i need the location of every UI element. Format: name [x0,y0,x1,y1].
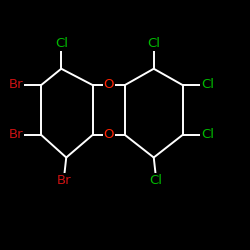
Text: Br: Br [56,174,71,186]
Text: O: O [104,128,114,141]
Text: O: O [104,78,114,92]
Text: Cl: Cl [147,37,160,50]
Text: Cl: Cl [150,174,163,186]
Text: Br: Br [9,78,24,92]
Text: Cl: Cl [201,128,214,141]
Text: Cl: Cl [55,37,68,50]
Text: Br: Br [9,128,24,141]
Text: Cl: Cl [201,78,214,92]
